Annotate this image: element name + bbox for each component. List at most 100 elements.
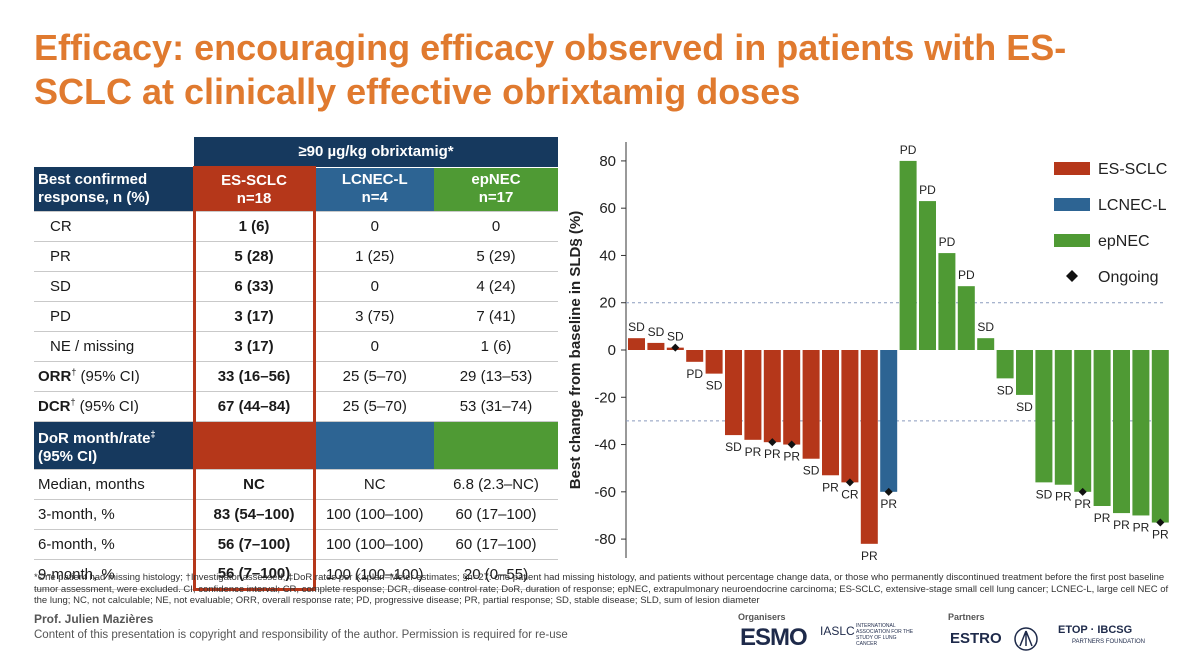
bar-response-label: SD xyxy=(725,440,742,454)
ongoing-marker xyxy=(845,478,854,487)
y-tick-label: 60 xyxy=(599,200,616,217)
row-label: SD xyxy=(34,271,194,302)
waterfall-bar xyxy=(996,350,1014,379)
waterfall-bar xyxy=(880,350,898,492)
waterfall-bar xyxy=(1054,350,1072,485)
cell-es: 5 (28) xyxy=(192,241,316,272)
bar-response-label: PR xyxy=(1094,511,1111,525)
iaslc-logo: IASLC xyxy=(820,624,855,638)
legend-swatch xyxy=(1054,198,1090,211)
waterfall-bar xyxy=(763,350,781,443)
etop-emblem-icon xyxy=(1014,627,1038,651)
bar-response-label: PR xyxy=(1133,520,1150,534)
bar-response-label: PD xyxy=(900,143,917,157)
bar-response-label: SD xyxy=(648,325,665,339)
dor-row: 3-month, % 83 (54–100) 100 (100–100) 60 … xyxy=(34,499,558,530)
bar-response-label: SD xyxy=(667,330,684,344)
legend-swatch xyxy=(1054,234,1090,247)
bar-response-label: PR xyxy=(1055,490,1072,504)
col-name: LCNEC-L xyxy=(341,171,408,188)
bar-response-label: SD xyxy=(706,379,723,393)
waterfall-bar xyxy=(1035,350,1053,483)
response-table: ≥90 µg/kg obrixtamig* Best confirmed res… xyxy=(34,137,558,591)
col-header-lcnec-l: LCNEC-L n=4 xyxy=(314,167,434,212)
cell-lc: 25 (5–70) xyxy=(314,391,434,422)
waterfall-bar xyxy=(783,350,801,445)
header-blank-cell xyxy=(34,137,194,167)
dor-row: Median, months NC NC 6.8 (2.3–NC) xyxy=(34,469,558,500)
cell-lc: 25 (5–70) xyxy=(314,361,434,392)
y-tick-label: 80 xyxy=(599,153,616,170)
row-label: 3-month, % xyxy=(34,499,194,530)
waterfall-bar xyxy=(860,350,878,544)
bar-response-label: SD xyxy=(997,383,1014,397)
legend-label: ES-SCLC xyxy=(1098,161,1167,178)
waterfall-bar xyxy=(705,350,723,374)
cell-lc: 0 xyxy=(314,211,434,242)
bar-response-label: CR xyxy=(841,487,859,501)
cell-es: 83 (54–100) xyxy=(192,499,316,530)
waterfall-bar xyxy=(1132,350,1150,516)
y-tick-label: -80 xyxy=(594,531,616,548)
cell-lc: 100 (100–100) xyxy=(314,529,434,560)
waterfall-bar xyxy=(899,160,917,350)
dor-lc-fill xyxy=(314,421,434,470)
slide-title: Efficacy: encouraging efficacy observed … xyxy=(34,27,1067,112)
bar-response-label: PR xyxy=(764,447,781,461)
y-tick-label: 0 xyxy=(608,342,616,359)
waterfall-bar xyxy=(841,350,859,483)
row-label: NE / missing xyxy=(34,331,194,362)
cell-ep: 60 (17–100) xyxy=(434,499,558,530)
cell-es: 67 (44–84) xyxy=(192,391,316,422)
table-row: PR 5 (28) 1 (25) 5 (29) xyxy=(34,241,558,272)
waterfall-bar xyxy=(822,350,839,476)
y-tick-label: -40 xyxy=(594,437,616,454)
cell-ep: 20 (0–55) xyxy=(434,559,558,590)
col-n: n=17 xyxy=(478,189,514,206)
orr-label: ORR† (95% CI) xyxy=(34,361,194,392)
col-n: n=4 xyxy=(361,189,388,206)
bar-response-label: PR xyxy=(745,445,762,459)
table-row: CR 1 (6) 0 0 xyxy=(34,211,558,242)
bar-response-label: PD xyxy=(958,268,975,282)
bar-response-label: PR xyxy=(1113,518,1130,532)
y-tick-label: -60 xyxy=(594,484,616,501)
bar-response-label: SD xyxy=(803,464,820,478)
bar-response-label: SD xyxy=(1016,400,1033,414)
table-header-row: Best confirmed response, n (%) ES-SCLC n… xyxy=(34,165,558,212)
dor-ep-fill xyxy=(434,421,558,470)
cell-es: 3 (17) xyxy=(192,331,316,362)
table-row: NE / missing 3 (17) 0 1 (6) xyxy=(34,331,558,362)
row-label: PD xyxy=(34,301,194,332)
bar-response-label: SD xyxy=(977,320,994,334)
bar-response-label: PD xyxy=(686,367,703,381)
table-row: SD 6 (33) 0 4 (24) xyxy=(34,271,558,302)
copyright-notice: Content of this presentation is copyrigh… xyxy=(34,629,568,641)
cell-lc: 3 (75) xyxy=(314,301,434,332)
col-header-epnec: epNEC n=17 xyxy=(434,167,558,212)
legend-swatch xyxy=(1054,162,1090,175)
dcr-label: DCR† (95% CI) xyxy=(34,391,194,422)
estro-logo: ESTRO xyxy=(950,630,1002,647)
cell-es: NC xyxy=(192,469,316,500)
legend-label: LCNEC-L xyxy=(1098,197,1167,214)
footnote: *One patient had missing histology; †Inv… xyxy=(34,572,1169,606)
bar-response-label: SD xyxy=(1036,487,1053,501)
bar-response-label: PD xyxy=(939,235,956,249)
cell-lc: 100 (100–100) xyxy=(314,499,434,530)
waterfall-bar xyxy=(1016,350,1033,395)
etop-logo: ETOP · IBCSG xyxy=(1058,624,1133,636)
cell-lc: 100 (100–100) xyxy=(314,559,434,590)
y-tick-label: -20 xyxy=(594,389,616,406)
bar-response-label: PR xyxy=(880,497,897,511)
bar-response-label: PR xyxy=(783,450,800,464)
dor-row: 6-month, % 56 (7–100) 100 (100–100) 60 (… xyxy=(34,529,558,560)
dose-header: ≥90 µg/kg obrixtamig* xyxy=(194,137,558,168)
waterfall-bar xyxy=(647,342,665,350)
legend-label: Ongoing xyxy=(1098,269,1159,286)
bar-response-label: PR xyxy=(1152,528,1169,542)
ongoing-marker xyxy=(884,487,893,496)
waterfall-bar xyxy=(938,253,956,350)
waterfall-bar xyxy=(1113,350,1130,514)
iaslc-logo-subtitle: INTERNATIONAL ASSOCIATION FOR THE STUDY … xyxy=(856,623,914,647)
